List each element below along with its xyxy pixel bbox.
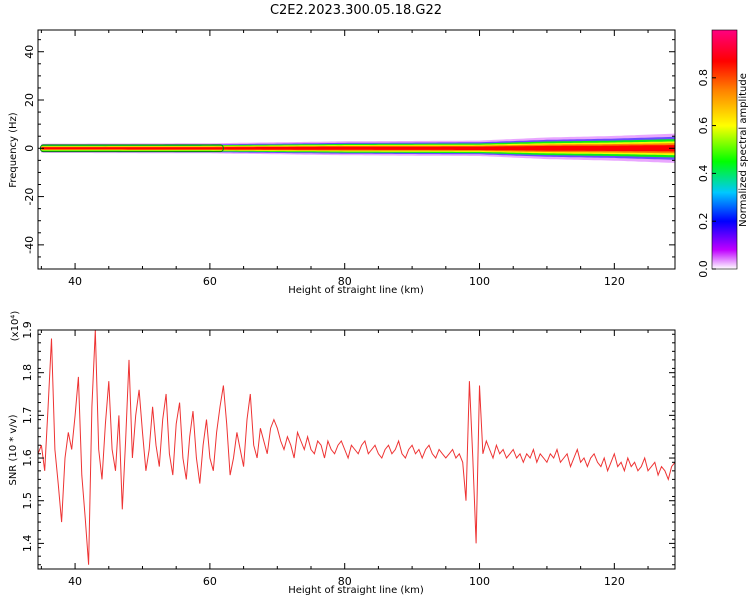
spectrogram-y-tick-label: -20 — [23, 188, 36, 206]
snr-y-tick-label: 1.5 — [21, 492, 34, 510]
colorbar-ticks: 0.0 0.2 0.4 0.6 0.8 — [697, 69, 716, 278]
snr-x-tick-label: 60 — [203, 575, 217, 588]
snr-y-tick-label: 1.7 — [21, 407, 34, 425]
snr-x-label: Height of straight line (km) — [288, 585, 424, 596]
spectrogram-y-tick-label: 20 — [23, 93, 36, 107]
figure-title: C2E2.2023.300.05.18.G22 — [270, 3, 442, 18]
spectrogram-y-axis: -40 -20 0 20 40 — [23, 39, 675, 258]
colorbar: 0.0 0.2 0.4 0.6 0.8 Normalized spectral ampl… — [697, 29, 749, 278]
spectrogram-x-axis: 40 60 80 100 120 — [40, 30, 649, 288]
snr-x-axis: 40 60 80 100 120 — [40, 330, 649, 588]
colorbar-tick-label: 0.2 — [697, 212, 710, 230]
snr-y-axis: 1.4 1.5 1.6 1.7 1.8 1.9 — [21, 321, 675, 566]
snr-x-tick-label: 120 — [604, 575, 625, 588]
colorbar-tick-label: 0.6 — [697, 117, 710, 135]
snr-panel: 40 60 80 100 120 1.4 1.5 1.6 1.7 1.8 1.9 Height o… — [8, 311, 676, 596]
spectrogram-frame — [37, 29, 676, 270]
spectrogram-x-tick-label: 100 — [469, 275, 490, 288]
spectrogram-x-tick-label: 120 — [604, 275, 625, 288]
snr-x-tick-label: 40 — [68, 575, 82, 588]
snr-y-tick-label: 1.8 — [21, 364, 34, 382]
colorbar-label: Normalized spectral amplitude — [738, 73, 749, 227]
spectrogram-x-tick-label: 60 — [203, 275, 217, 288]
spectrogram-y-label: Frequency (Hz) — [8, 112, 19, 188]
colorbar-tick-label: 0.4 — [697, 165, 710, 183]
snr-y-tick-label: 1.9 — [21, 321, 34, 339]
spectral-ridge — [39, 133, 675, 163]
snr-y-tick-label: 1.4 — [21, 535, 34, 553]
snr-y-multiplier: (x10⁴) — [10, 311, 21, 342]
colorbar-tick-label: 0.0 — [697, 260, 710, 278]
spectrogram-y-tick-label: 40 — [23, 45, 36, 59]
snr-frame — [37, 329, 676, 570]
spectrogram-y-tick-label: -40 — [23, 236, 36, 254]
colorbar-gradient — [711, 29, 738, 270]
snr-y-tick-label: 1.6 — [21, 449, 34, 467]
spectrogram-x-tick-label: 80 — [338, 275, 352, 288]
colorbar-tick-label: 0.8 — [697, 69, 710, 87]
snr-y-label: SNR (10 * v/v) — [8, 414, 19, 485]
spectrogram-panel: 40 60 80 100 120 -40 -20 0 20 40 Height of strai… — [8, 29, 676, 296]
snr-series-line — [38, 330, 675, 565]
ridge-layer-5 — [41, 145, 675, 152]
spectrogram-x-tick-label: 40 — [68, 275, 82, 288]
snr-x-tick-label: 100 — [469, 575, 490, 588]
spectrogram-x-label: Height of straight line (km) — [288, 285, 424, 296]
spectrogram-y-tick-label: 0 — [23, 145, 36, 152]
snr-x-tick-label: 80 — [338, 575, 352, 588]
